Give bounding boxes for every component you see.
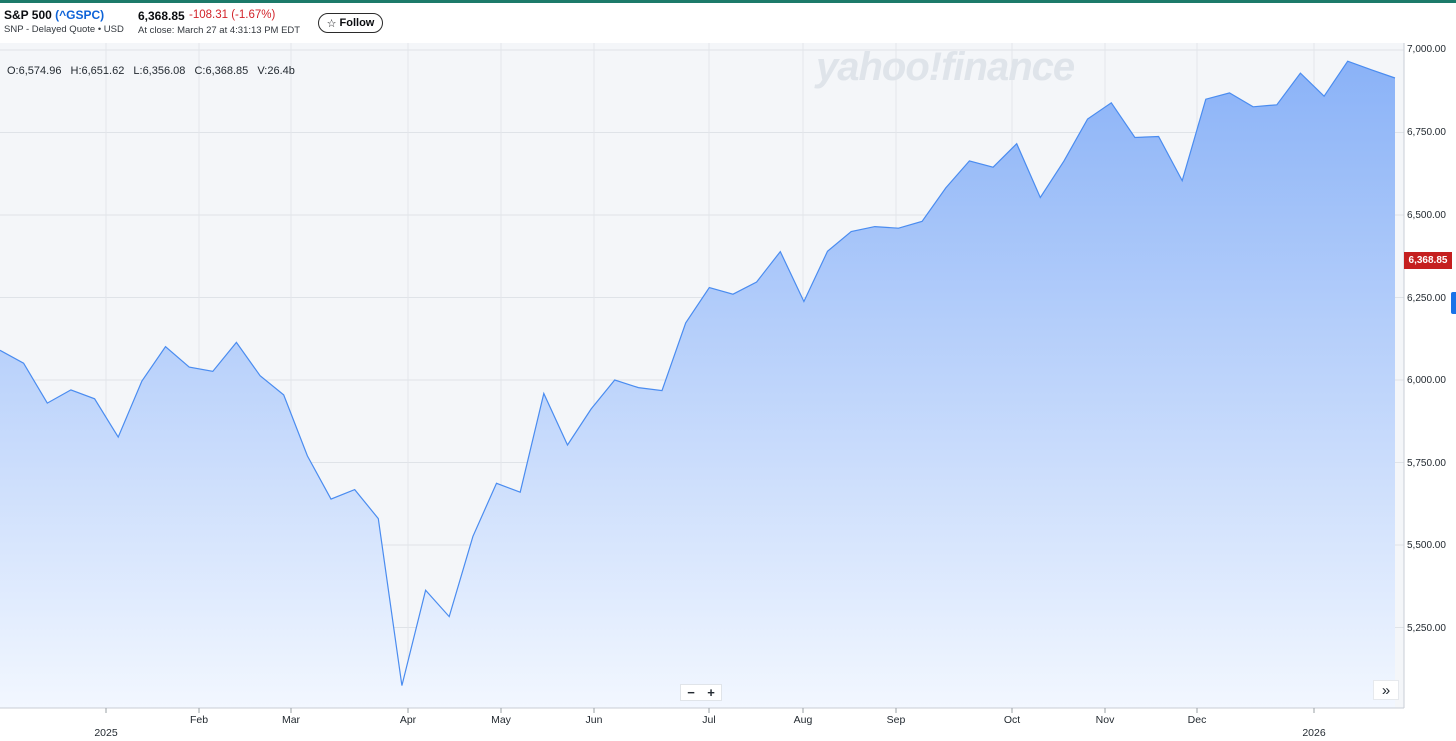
y-tick-label: 5,250.00 bbox=[1407, 623, 1446, 634]
last-price: 6,368.85 bbox=[138, 9, 185, 23]
ticker-symbol[interactable]: (^GSPC) bbox=[55, 8, 105, 22]
x-month-label: Aug bbox=[793, 714, 813, 726]
x-year-label: 2025 bbox=[94, 727, 118, 739]
follow-label: Follow bbox=[339, 17, 375, 29]
ohlc-volume: V:26.4b bbox=[257, 65, 295, 77]
x-month-label: Nov bbox=[1095, 714, 1115, 726]
ohlc-low: L:6,356.08 bbox=[133, 65, 186, 77]
price-line bbox=[0, 60, 1396, 686]
change-value: -108.31 bbox=[189, 9, 229, 21]
y-tick-label: 7,000.00 bbox=[1407, 44, 1446, 55]
y-tick-label: 6,250.00 bbox=[1407, 293, 1446, 304]
quote-header: S&P 500 (^GSPC) SNP - Delayed Quote • US… bbox=[0, 3, 1456, 43]
quote-source: SNP - Delayed Quote • USD bbox=[4, 24, 124, 35]
y-tick-label: 5,750.00 bbox=[1407, 458, 1446, 469]
x-month-label: Oct bbox=[1003, 714, 1021, 726]
x-month-label: Jun bbox=[585, 714, 603, 726]
current-price-tag: 6,368.85 bbox=[1404, 252, 1452, 269]
ohlc-close: C:6,368.85 bbox=[194, 65, 249, 77]
price-area-fill bbox=[0, 61, 1395, 708]
zoom-out-button[interactable]: − bbox=[687, 685, 695, 700]
chart-canvas[interactable] bbox=[0, 43, 1456, 741]
yahoo-finance-watermark: yahoo!finance bbox=[816, 45, 1075, 89]
double-chevron-right-icon[interactable]: » bbox=[1373, 680, 1399, 700]
star-outline-icon: ☆ bbox=[326, 17, 337, 30]
zoom-controls: − + bbox=[680, 684, 722, 701]
x-month-label: Dec bbox=[1187, 714, 1207, 726]
y-tick-label: 6,500.00 bbox=[1407, 210, 1446, 221]
price-change: -108.31 (-1.67%) bbox=[189, 9, 275, 21]
x-month-label: Mar bbox=[281, 714, 301, 726]
symbol-title: S&P 500 (^GSPC) bbox=[4, 8, 104, 22]
index-name: S&P 500 bbox=[4, 8, 52, 22]
top-accent-bar bbox=[0, 0, 1456, 3]
x-axis-ticks bbox=[105, 708, 1315, 713]
y-tick-label: 5,500.00 bbox=[1407, 540, 1446, 551]
price-chart[interactable]: yahoo!finance O:6,574.96 H:6,651.62 L:6,… bbox=[0, 43, 1456, 741]
x-month-label: Apr bbox=[399, 714, 417, 726]
ohlc-readout: O:6,574.96 H:6,651.62 L:6,356.08 C:6,368… bbox=[7, 65, 301, 77]
x-year-label: 2026 bbox=[1302, 727, 1326, 739]
ohlc-high: H:6,651.62 bbox=[70, 65, 125, 77]
side-panel-handle[interactable] bbox=[1451, 292, 1456, 314]
x-month-label: Feb bbox=[189, 714, 209, 726]
zoom-in-button[interactable]: + bbox=[707, 685, 715, 700]
y-tick-label: 6,000.00 bbox=[1407, 375, 1446, 386]
x-month-label: Sep bbox=[886, 714, 906, 726]
ohlc-open: O:6,574.96 bbox=[7, 65, 62, 77]
x-month-label: Jul bbox=[702, 714, 716, 726]
follow-button[interactable]: ☆ Follow bbox=[318, 13, 383, 33]
close-timestamp: At close: March 27 at 4:31:13 PM EDT bbox=[138, 25, 301, 36]
x-month-label: May bbox=[491, 714, 511, 726]
y-tick-label: 6,750.00 bbox=[1407, 127, 1446, 138]
change-percent: (-1.67%) bbox=[231, 9, 276, 21]
